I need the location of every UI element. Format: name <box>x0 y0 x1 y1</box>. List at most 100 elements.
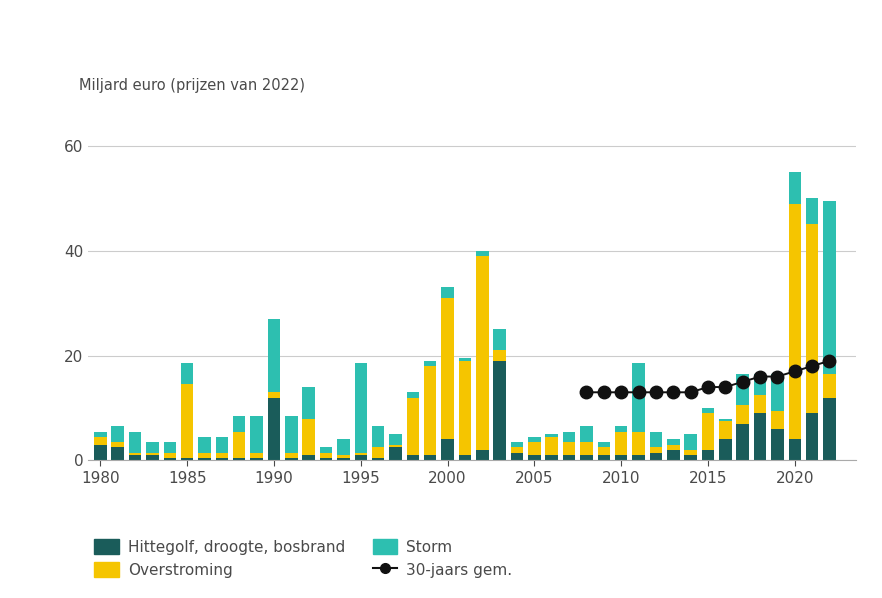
Bar <box>806 199 818 224</box>
Bar <box>146 455 159 460</box>
Bar <box>233 458 245 460</box>
30-jaars gem. <box>581 389 592 396</box>
Bar <box>181 364 193 385</box>
Bar <box>598 442 610 447</box>
Bar <box>702 408 714 413</box>
Bar <box>754 374 766 395</box>
Bar <box>736 405 749 424</box>
Bar <box>250 416 263 453</box>
Bar <box>233 432 245 458</box>
30-jaars gem. <box>824 357 834 364</box>
Bar <box>493 350 506 361</box>
Bar <box>215 437 228 453</box>
Bar <box>355 364 367 453</box>
30-jaars gem. <box>755 373 766 380</box>
Bar <box>754 413 766 460</box>
Bar <box>111 426 124 442</box>
Bar <box>424 366 437 455</box>
Bar <box>320 447 333 453</box>
Bar <box>407 392 419 398</box>
Bar <box>407 398 419 455</box>
Bar <box>754 395 766 413</box>
30-jaars gem. <box>668 389 678 396</box>
Bar <box>111 447 124 460</box>
30-jaars gem. <box>789 368 800 375</box>
30-jaars gem. <box>737 378 748 385</box>
Bar <box>337 458 349 460</box>
Bar <box>580 426 593 442</box>
Bar <box>580 442 593 455</box>
Bar <box>285 453 297 458</box>
Text: Verliezen door weer- en klimaatrampen - EU: Verliezen door weer- en klimaatrampen - … <box>13 19 602 44</box>
Bar <box>146 442 159 453</box>
Bar <box>424 361 437 366</box>
Bar <box>598 455 610 460</box>
Text: Miljard euro (prijzen van 2022): Miljard euro (prijzen van 2022) <box>79 78 305 93</box>
Bar <box>94 432 107 437</box>
30-jaars gem. <box>633 389 644 396</box>
Bar <box>771 429 784 460</box>
Bar <box>476 251 489 256</box>
Bar <box>441 298 454 440</box>
Bar <box>389 445 401 447</box>
Bar <box>268 319 280 392</box>
Bar <box>111 442 124 447</box>
Bar <box>771 374 784 411</box>
Bar <box>650 453 662 460</box>
Bar <box>615 432 627 455</box>
Bar <box>320 458 333 460</box>
Bar <box>233 416 245 432</box>
Bar <box>789 203 801 440</box>
Line: 30-jaars gem.: 30-jaars gem. <box>580 355 836 398</box>
Bar <box>372 447 385 458</box>
Bar <box>563 442 575 455</box>
Bar <box>789 172 801 203</box>
Bar <box>667 445 679 450</box>
Bar <box>615 455 627 460</box>
30-jaars gem. <box>720 383 730 390</box>
Bar <box>650 447 662 453</box>
30-jaars gem. <box>685 389 696 396</box>
Bar <box>615 426 627 432</box>
Bar <box>545 437 558 455</box>
Bar <box>215 453 228 458</box>
Bar <box>337 440 349 455</box>
Bar <box>511 453 523 460</box>
Bar <box>424 455 437 460</box>
Bar <box>303 387 315 419</box>
Bar <box>268 392 280 398</box>
Bar <box>372 426 385 447</box>
Bar <box>806 224 818 413</box>
Bar <box>476 256 489 450</box>
Bar <box>198 458 211 460</box>
Bar <box>303 455 315 460</box>
Bar <box>667 450 679 460</box>
Bar <box>163 458 176 460</box>
Bar <box>285 416 297 453</box>
Bar <box>459 455 471 460</box>
Bar <box>389 447 401 460</box>
Bar <box>129 455 141 460</box>
Bar <box>684 450 697 455</box>
Bar <box>441 288 454 298</box>
Bar <box>528 437 541 442</box>
Bar <box>719 440 731 460</box>
Bar <box>320 453 333 458</box>
Bar <box>702 413 714 450</box>
Bar <box>806 413 818 460</box>
Bar <box>823 374 836 398</box>
Bar <box>250 453 263 458</box>
Bar <box>771 411 784 429</box>
Bar <box>459 361 471 455</box>
Bar <box>94 437 107 445</box>
30-jaars gem. <box>703 383 714 390</box>
Bar <box>563 455 575 460</box>
Bar <box>528 455 541 460</box>
Bar <box>493 361 506 460</box>
Bar <box>719 419 731 421</box>
30-jaars gem. <box>807 362 818 370</box>
30-jaars gem. <box>616 389 626 396</box>
Bar <box>702 450 714 460</box>
Bar <box>632 455 645 460</box>
Bar <box>303 419 315 455</box>
